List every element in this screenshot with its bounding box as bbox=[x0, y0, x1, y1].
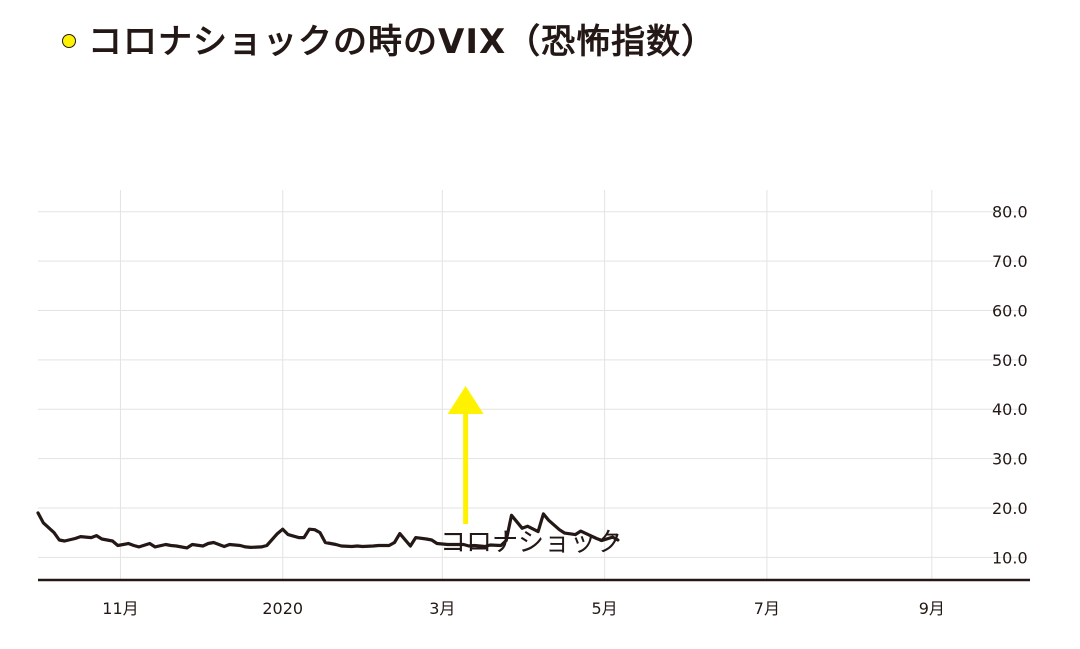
x-tick-label: 3月 bbox=[429, 599, 455, 618]
x-tick-label: 5月 bbox=[592, 599, 618, 618]
chart-title: コロナショックの時のVIX（恐怖指数） bbox=[62, 14, 716, 63]
x-tick-label: 2020 bbox=[262, 599, 303, 618]
vix-series-line bbox=[36, 511, 620, 550]
x-tick-label: 11月 bbox=[102, 599, 138, 618]
y-tick-label: 80.0 bbox=[992, 203, 1028, 222]
y-tick-label: 70.0 bbox=[992, 252, 1028, 271]
y-tick-label: 50.0 bbox=[992, 351, 1028, 370]
chart-title-text: コロナショックの時のVIX（恐怖指数） bbox=[88, 22, 717, 62]
x-tick-label: 7月 bbox=[754, 599, 780, 618]
annotation-arrow-head-icon bbox=[447, 386, 484, 414]
x-tick-label: 9月 bbox=[919, 599, 945, 618]
y-tick-label: 60.0 bbox=[992, 301, 1028, 320]
y-tick-label: 10.0 bbox=[992, 548, 1028, 567]
annotation-label: コロナショック bbox=[440, 528, 622, 558]
annotation-arrow-shaft bbox=[463, 413, 469, 524]
title-bullet-icon bbox=[62, 33, 76, 48]
y-tick-label: 20.0 bbox=[992, 499, 1028, 518]
y-tick-label: 40.0 bbox=[992, 400, 1028, 419]
y-tick-label: 30.0 bbox=[992, 450, 1028, 469]
